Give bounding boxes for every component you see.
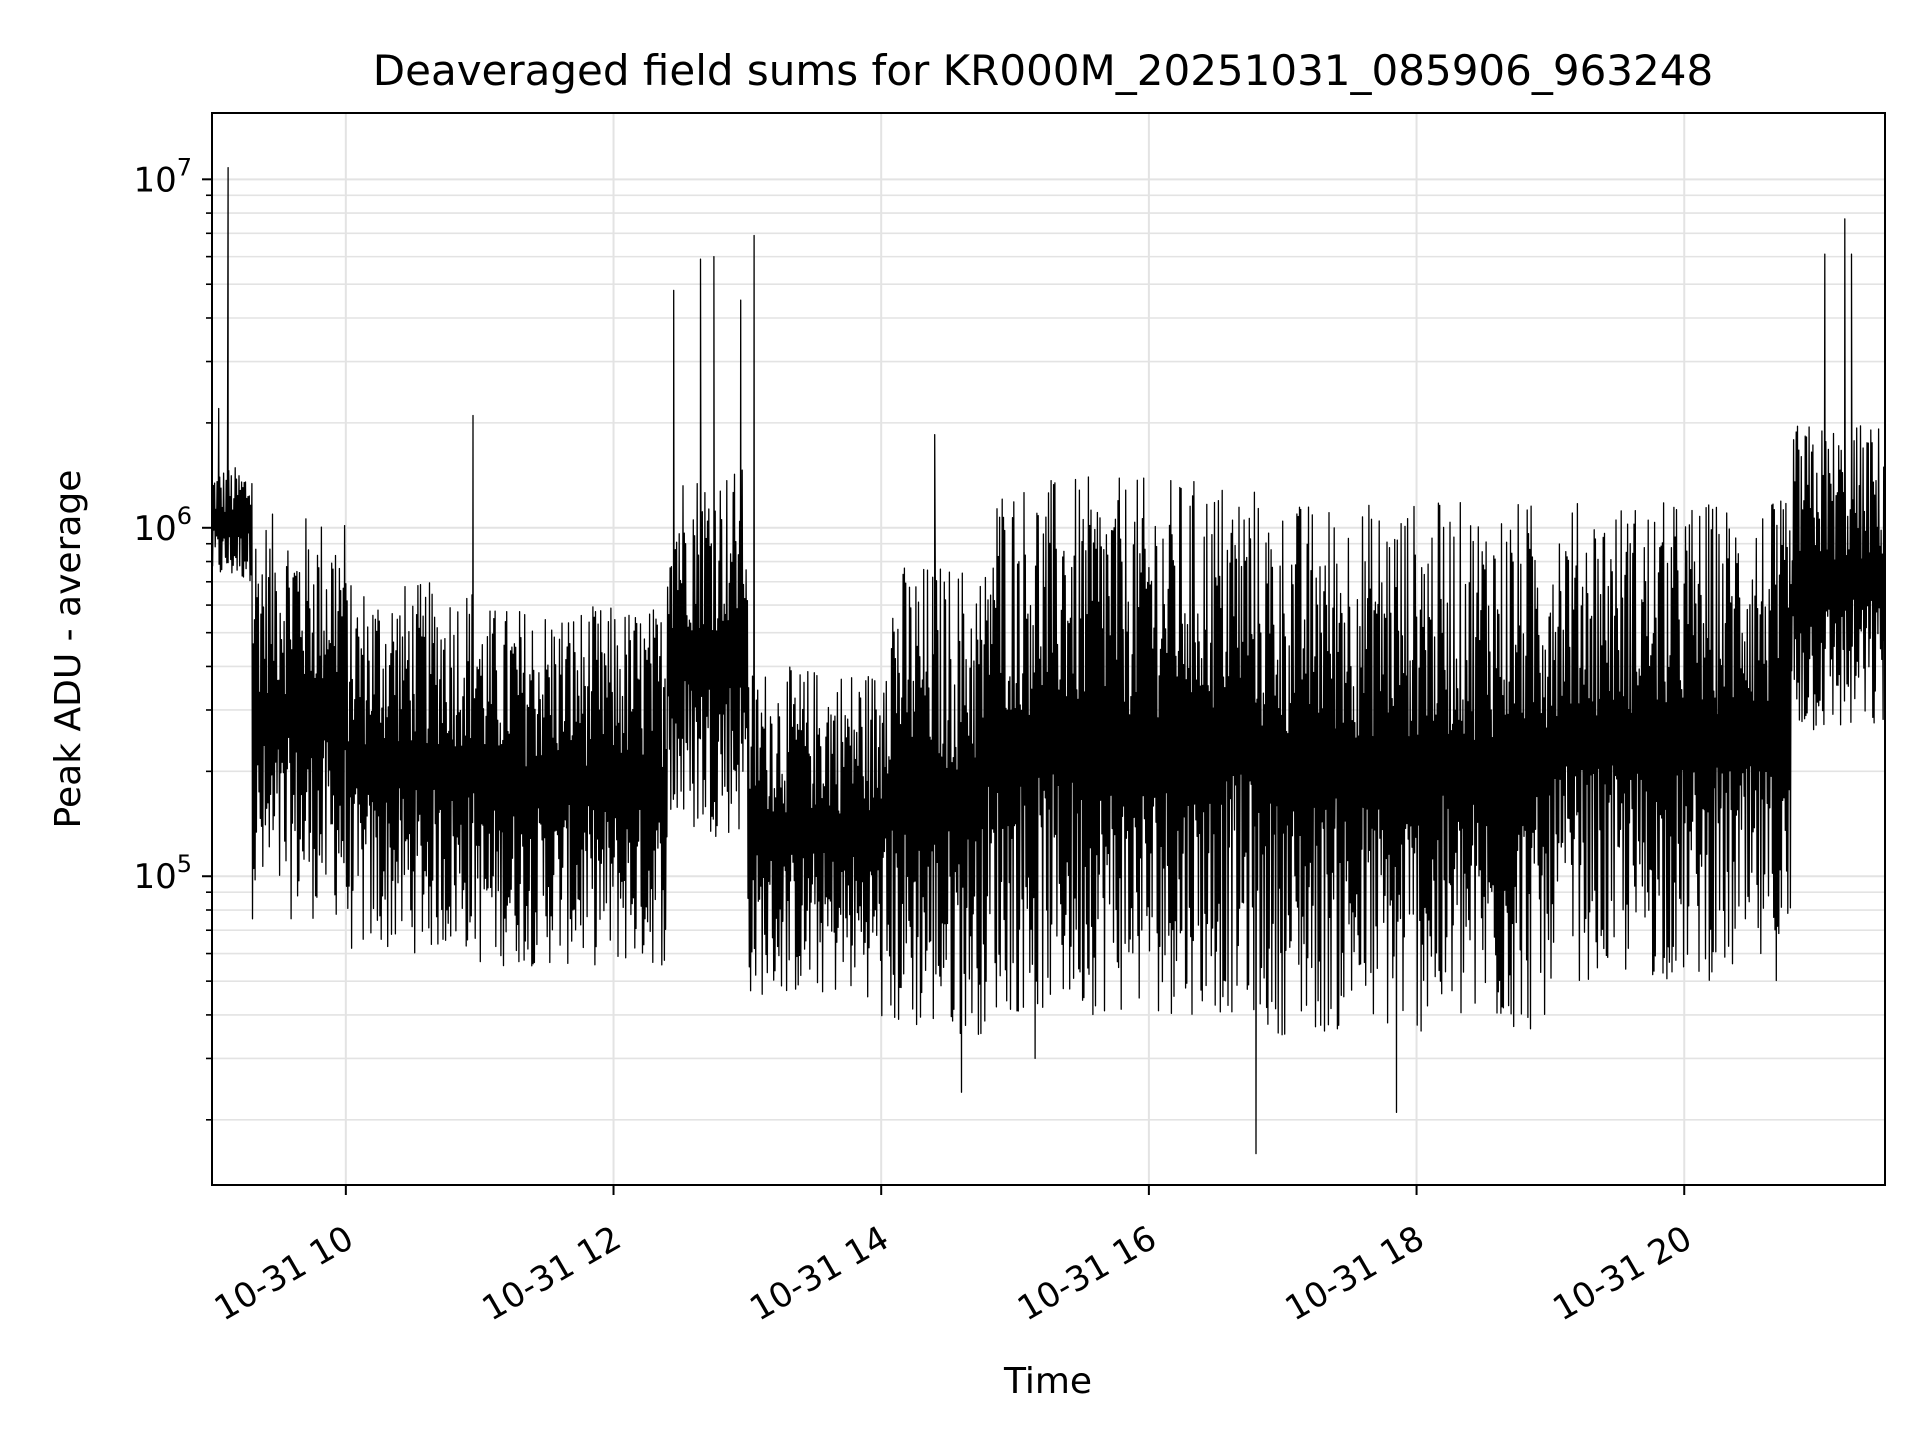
x-tick-label: 10-31 10 [208,1218,360,1329]
x-tick-label: 10-31 14 [743,1218,895,1329]
x-tick-label: 10-31 16 [1011,1218,1163,1329]
x-tick-label: 10-31 18 [1279,1218,1431,1329]
plot-frame [211,112,1886,1186]
x-axis-label: Time [1003,1361,1092,1402]
y-tick-label: 105 [133,850,192,897]
x-tick-label: 10-31 20 [1546,1218,1698,1329]
y-tick-label: 107 [133,153,192,200]
chart-title: Deaveraged field sums for KR000M_2025103… [373,46,1713,95]
y-axis-label: Peak ADU - average [48,470,89,829]
x-tick-label: 10-31 12 [476,1218,628,1329]
series-line [211,167,1886,1155]
series-path [211,167,1886,1155]
y-tick-label: 106 [133,502,192,549]
